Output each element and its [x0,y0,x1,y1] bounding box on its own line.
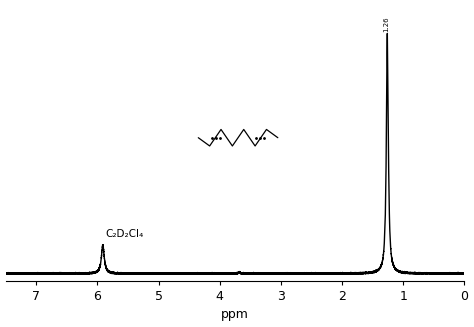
X-axis label: ppm: ppm [221,308,249,321]
Text: C₂D₂Cl₄: C₂D₂Cl₄ [106,229,144,239]
Text: 1.26: 1.26 [383,16,390,32]
